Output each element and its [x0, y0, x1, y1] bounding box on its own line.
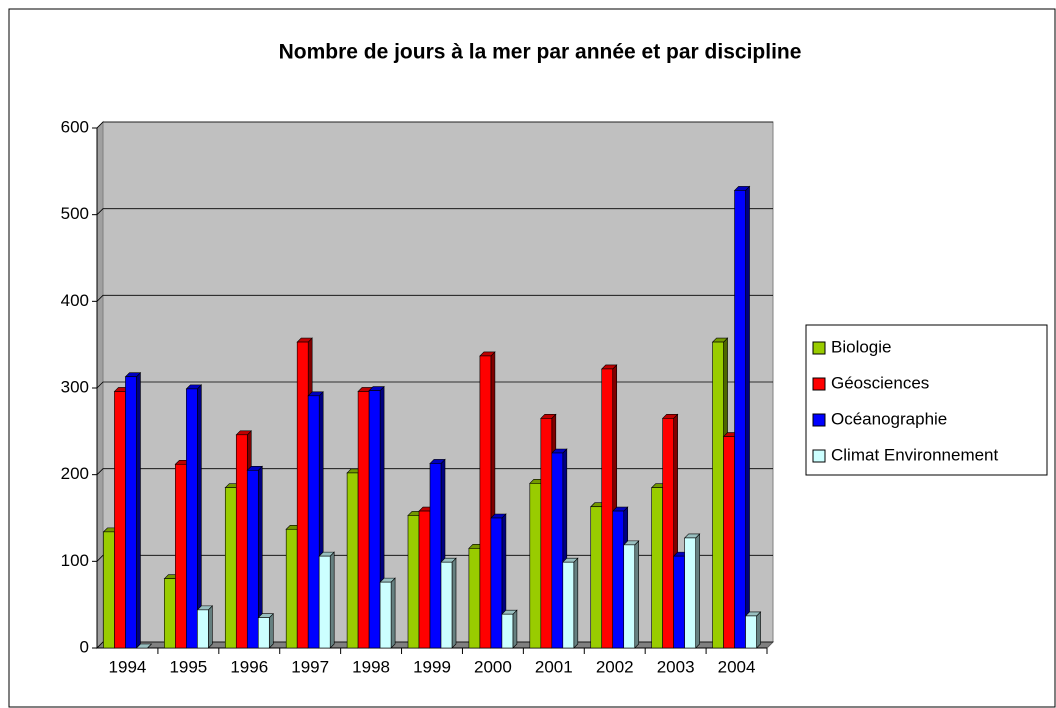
bar	[164, 578, 176, 649]
bar	[712, 341, 724, 649]
x-tick-label: 2002	[596, 657, 634, 676]
bar	[418, 510, 431, 649]
legend-label: Climat Environnement	[831, 445, 999, 464]
bar	[651, 487, 663, 649]
bar	[623, 544, 636, 649]
bar	[357, 391, 370, 649]
legend-swatch	[812, 413, 826, 427]
legend-swatch	[812, 449, 826, 463]
bar	[440, 561, 453, 649]
bar	[479, 355, 492, 649]
legend-swatch	[812, 377, 826, 391]
bar	[490, 517, 503, 649]
chart-title: Nombre de jours à la mer par année et pa…	[279, 41, 802, 64]
bar-side	[136, 372, 141, 649]
x-tick-label: 2000	[474, 657, 512, 676]
legend-label: Océanographie	[831, 409, 947, 428]
bar	[285, 528, 298, 649]
bar-side	[390, 577, 396, 649]
bar	[551, 452, 564, 649]
bar	[612, 510, 625, 649]
bar	[734, 190, 746, 649]
bar	[684, 537, 696, 649]
bar	[296, 341, 309, 649]
bar	[562, 561, 575, 649]
bar-side	[573, 557, 579, 649]
x-tick-label: 1994	[109, 657, 147, 676]
bar-side	[745, 185, 750, 649]
bar	[723, 436, 735, 649]
bar	[540, 418, 553, 649]
bar	[197, 609, 209, 649]
bar-side	[634, 540, 640, 649]
bar	[318, 555, 331, 649]
bar	[407, 515, 420, 649]
bar	[103, 531, 115, 649]
bar	[529, 483, 542, 649]
legend-label: Géosciences	[831, 373, 929, 392]
bar	[468, 548, 481, 649]
bar	[224, 487, 237, 649]
bar	[429, 463, 442, 649]
legend	[805, 324, 1048, 476]
y-tick-label: 0	[80, 637, 89, 656]
bar	[346, 472, 359, 649]
bar-top	[135, 643, 153, 649]
bar	[246, 470, 259, 649]
bar	[379, 581, 392, 649]
bar	[257, 617, 270, 649]
bar	[114, 391, 126, 649]
bar	[175, 463, 187, 649]
bar	[125, 376, 137, 649]
bar-side	[756, 611, 761, 649]
y-tick-label: 400	[61, 291, 89, 310]
x-tick-label: 1996	[230, 657, 268, 676]
bar-side	[329, 551, 335, 649]
y-tick-label: 600	[61, 117, 89, 136]
y-tick-label: 100	[61, 551, 89, 570]
bar	[662, 418, 674, 649]
x-tick-label: 1995	[169, 657, 207, 676]
bar-side	[268, 612, 274, 649]
bar	[673, 555, 685, 649]
bar	[186, 388, 198, 649]
bar	[601, 368, 614, 649]
bar	[307, 395, 320, 649]
bar-side	[695, 533, 700, 649]
y-tick-label: 500	[61, 204, 89, 223]
grid-line	[96, 381, 773, 389]
bar	[590, 506, 603, 649]
x-tick-label: 1999	[413, 657, 451, 676]
grid-line	[96, 208, 773, 215]
x-tick-label: 2001	[535, 657, 573, 676]
bar-side	[451, 557, 457, 649]
grid-line	[96, 121, 773, 129]
bar	[368, 390, 381, 649]
bar	[235, 434, 248, 649]
bar-side	[512, 609, 518, 649]
x-tick-label: 1998	[352, 657, 390, 676]
grid-line	[96, 294, 773, 302]
legend-swatch	[812, 341, 826, 355]
bar	[501, 613, 514, 649]
bar	[745, 615, 757, 649]
x-tick-label: 2004	[718, 657, 756, 676]
y-tick-label: 200	[61, 464, 89, 483]
legend-label: Biologie	[831, 337, 892, 356]
x-tick-label: 2003	[657, 657, 695, 676]
x-tick-label: 1997	[291, 657, 329, 676]
bar-side	[208, 605, 213, 649]
y-tick-label: 300	[61, 377, 89, 396]
